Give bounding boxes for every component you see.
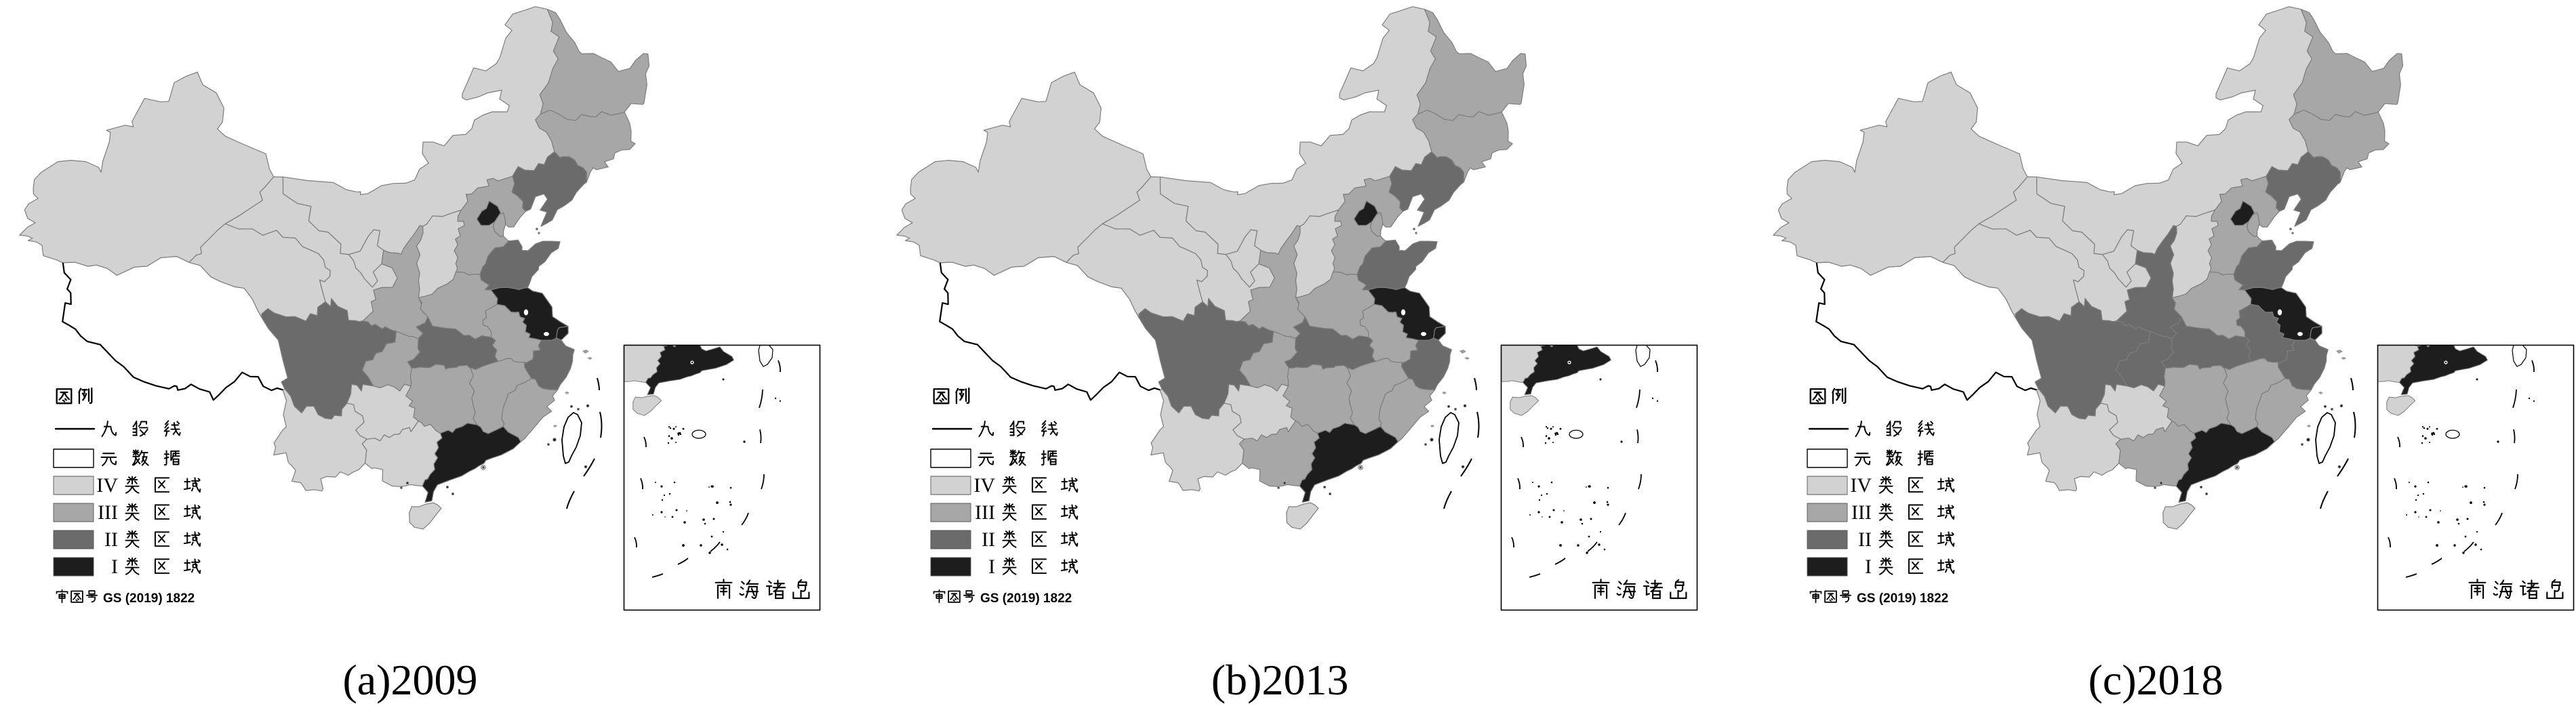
svg-text:(a)2009: (a)2009 [342,656,477,704]
svg-text:(b)2013: (b)2013 [1211,656,1349,704]
svg-text:(c)2018: (c)2018 [2088,656,2223,704]
